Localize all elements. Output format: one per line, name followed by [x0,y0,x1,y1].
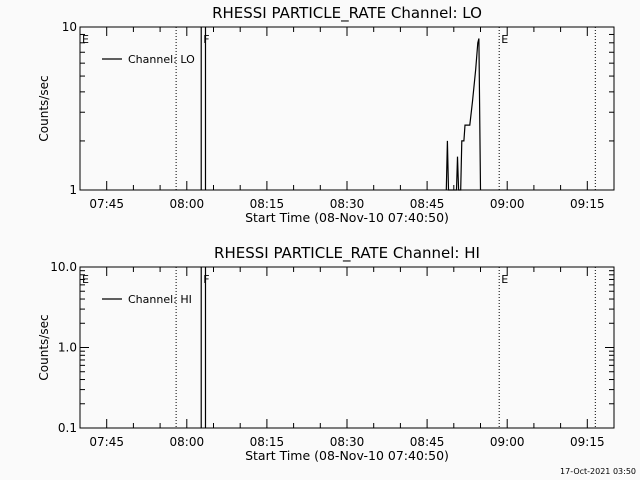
panel-1-xtick-label: 08:30 [330,197,365,211]
panel-1-legend-label: Channel: LO [128,53,195,66]
panel-1-ylabel: Counts/sec [37,75,51,141]
panel-1-xtick-label: 09:00 [490,197,525,211]
panel-2-xtick-label: 08:00 [170,435,205,449]
panel-2-xtick-label: 07:45 [89,435,124,449]
panel-1-xtick-label: 07:45 [89,197,124,211]
panel-2-xtick-label: 08:30 [330,435,365,449]
panel-1-series-line [445,38,482,191]
panel-2-ytick-label: 10.0 [50,260,77,274]
panel-1-marker-E: E [501,33,508,46]
panel-2-ytick-label: 0.1 [58,421,77,435]
panel-2-ytick-label: 1.0 [58,341,77,355]
panel-1-marker-E: E [82,33,89,46]
panel-1-xlabel: Start Time (08-Nov-10 07:40:50) [245,210,449,225]
panel-1-ytick-label: 10 [62,20,77,34]
panel-1-marker-F: F [203,33,209,46]
panel-2-marker-E: E [501,273,508,286]
panel-2-xtick-label: 08:45 [410,435,445,449]
panel-2-marker-F: F [203,273,209,286]
panel-1-frame [79,26,615,191]
panel-1-xtick-label: 08:00 [170,197,205,211]
panel-2-title: RHESSI PARTICLE_RATE Channel: HI [214,244,480,263]
panel-2-xtick-label: 08:15 [250,435,285,449]
panel-2-xtick-label: 09:15 [570,435,605,449]
panel-1-title: RHESSI PARTICLE_RATE Channel: LO [212,4,482,23]
panel-1-xtick-label: 08:15 [250,197,285,211]
panel-1-xtick-label: 08:45 [410,197,445,211]
panel-1-ytick-label: 1 [69,183,77,197]
panel-2-frame [79,266,615,429]
footer-timestamp: 17-Oct-2021 03:50 [560,467,636,476]
panel-2-xlabel: Start Time (08-Nov-10 07:40:50) [245,448,449,463]
panel-2-marker-E: E [82,273,89,286]
panel-2-xtick-label: 09:00 [490,435,525,449]
panel-1-xtick-label: 09:15 [570,197,605,211]
panel-2-legend-label: Channel: HI [128,293,192,306]
panel-2-ylabel: Counts/sec [37,314,51,380]
